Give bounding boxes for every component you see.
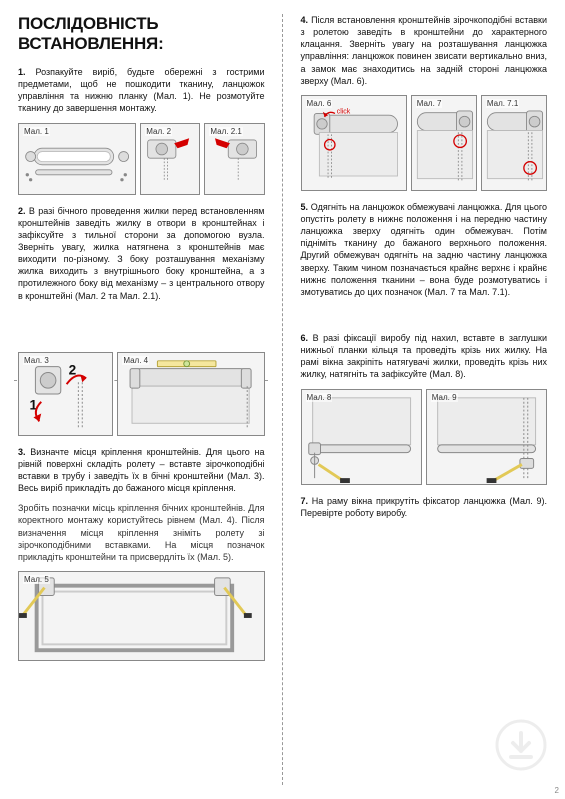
figure-3: Мал. 3 1 2 <box>18 352 113 436</box>
step-5: 5. Одягніть на ланцюжок обмежувачі ланцю… <box>301 201 548 298</box>
figure-8: Мал. 8 <box>301 389 422 485</box>
figure-7-1-label: Мал. 7.1 <box>486 99 519 108</box>
step-1: 1. Розпакуйте виріб, будьте обережні з г… <box>18 66 265 115</box>
figure-8-label: Мал. 8 <box>306 393 333 402</box>
figure-1: Мал. 1 <box>18 123 136 195</box>
step-4: 4. Після встановлення кронштейнів зірочк… <box>301 14 548 87</box>
figure-9-label: Мал. 9 <box>431 393 458 402</box>
step-7: 7. На раму вікна прикрутіть фіксатор лан… <box>301 495 548 519</box>
click-label: click <box>336 108 350 115</box>
figure-2-1-label: Мал. 2.1 <box>209 127 242 136</box>
page-number: 2 <box>555 786 559 795</box>
figure-7-label: Мал. 7 <box>416 99 443 108</box>
step-2: 2. В разі бічного проведення жилки перед… <box>18 205 265 302</box>
figure-5: Мал. 5 <box>18 571 265 661</box>
figure-6: Мал. 6 click <box>301 95 407 191</box>
page-title: ПОСЛІДОВНІСТЬ ВСТАНОВЛЕННЯ: <box>18 14 265 54</box>
watermark-icon <box>495 719 547 771</box>
step-3a: 3. Визначте місця кріплення кронштейнів.… <box>18 446 265 495</box>
figure-9: Мал. 9 <box>426 389 547 485</box>
figure-2-label: Мал. 2 <box>145 127 172 136</box>
figure-4-label: Мал. 4 <box>122 356 149 365</box>
figure-6-label: Мал. 6 <box>306 99 333 108</box>
figure-4: Мал. 4 <box>117 352 264 436</box>
fig-row-2: Мал. 3 1 2 Мал. 4 <box>18 352 265 436</box>
step-6: 6. В разі фіксації виробу під нахил, вст… <box>301 332 548 381</box>
figure-2-1: Мал. 2.1 <box>204 123 264 195</box>
figure-1-label: Мал. 1 <box>23 127 50 136</box>
figure-3-label: Мал. 3 <box>23 356 50 365</box>
fig-row-1: Мал. 1 Мал. 2 <box>18 123 265 195</box>
left-column: ПОСЛІДОВНІСТЬ ВСТАНОВЛЕННЯ: 1. Розпакуйт… <box>0 0 283 799</box>
step-3b: Зробіть позначки місць кріплення бічних … <box>18 502 265 563</box>
figure-2: Мал. 2 <box>140 123 200 195</box>
fig-row-3: Мал. 5 <box>18 571 265 661</box>
right-column: 4. Після встановлення кронштейнів зірочк… <box>283 0 565 799</box>
svg-text:2: 2 <box>69 362 77 377</box>
fig-row-4: Мал. 6 click Мал. 7 <box>301 95 548 191</box>
figure-7: Мал. 7 <box>411 95 477 191</box>
fig-row-5: Мал. 8 Мал. 9 <box>301 389 548 485</box>
figure-7-1: Мал. 7.1 <box>481 95 547 191</box>
figure-5-label: Мал. 5 <box>23 575 50 584</box>
